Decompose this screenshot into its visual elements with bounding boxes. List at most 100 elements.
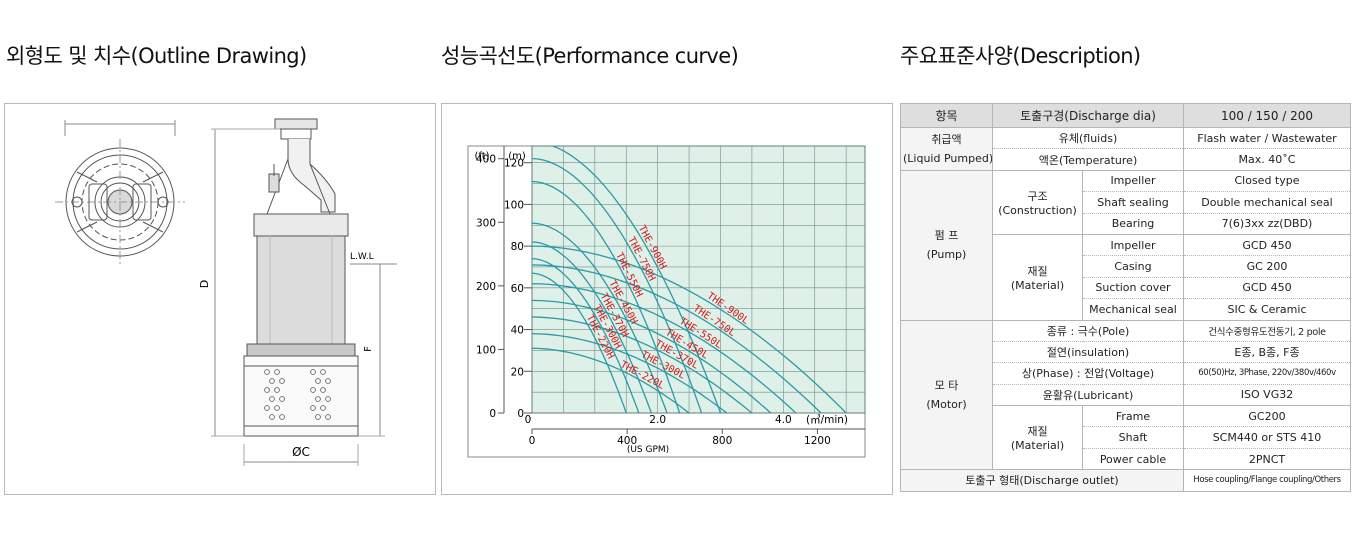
temp-value: Max. 40˚C: [1183, 148, 1351, 171]
strainer-hole: [269, 378, 275, 384]
suction-label: Suction cover: [1082, 276, 1184, 300]
outlet-label: 토출구 형태(Discharge outlet): [900, 469, 1184, 492]
chart-axes: (ft) (m) (㎥/min) (US GPM) 120 100 80 60 40 20…: [474, 146, 865, 455]
y-tick-ft: 0: [489, 408, 496, 420]
motor-type-value: 건식수중형유도전동기, 2 pole: [1183, 319, 1351, 342]
pump-group: 펌 프 (Pump): [900, 169, 993, 321]
bearing-value: 7(6)3xx zz(DBD): [1183, 212, 1351, 235]
motor-type-label: 종류 : 극수(Pole): [992, 319, 1184, 342]
table-row: 절연(insulation) E종, B종, F종: [901, 340, 1351, 364]
table-header-row: 항목 토출구경(Discharge dia) 100 / 150 / 200: [900, 103, 1351, 128]
y-tick-m: 80: [511, 241, 524, 253]
strainer-hole: [274, 369, 280, 375]
strainer-hole: [279, 378, 285, 384]
curve-the-900h: [550, 146, 722, 413]
x-tick-gpm: 1200: [804, 435, 831, 447]
cable-value: 2PNCT: [1183, 447, 1351, 471]
frame-label: Frame: [1082, 405, 1184, 428]
y-tick-m: 60: [511, 283, 524, 295]
m-impeller-label: Impeller: [1082, 233, 1184, 257]
curve-the-220l: [532, 347, 691, 413]
outline-drawing: D L.W.L F ØC: [55, 118, 397, 466]
table-row: 재질 (Material) Frame GC200: [901, 405, 1351, 471]
m-impeller-value: GCD 450: [1183, 233, 1351, 257]
x-tick-gpm: 400: [617, 435, 637, 447]
x-unit-gpm: (US GPM): [627, 445, 669, 455]
performance-heading: 성능곡선도(Performance curve): [441, 44, 739, 68]
table-row: 재질 (Material) Impeller GCD 450: [901, 233, 1351, 321]
y-tick-m: 120: [504, 158, 524, 170]
strainer-hole: [269, 414, 275, 420]
strainer-hole: [325, 414, 331, 420]
x-tick-flow: 0: [525, 414, 532, 426]
header-item: 항목: [900, 103, 993, 128]
y-unit-ft: (ft): [474, 151, 489, 162]
suction-value: GCD 450: [1183, 276, 1351, 300]
height-d-label: D: [198, 280, 211, 288]
lubricant-label: 윤활유(Lubricant): [992, 383, 1184, 407]
outlet-value: Hose coupling/Flange coupling/Others: [1183, 469, 1351, 492]
strainer-hole: [310, 405, 316, 411]
impeller-label: Impeller: [1082, 169, 1184, 193]
performance-chart: THE-900HTHE-750HTHE-550HTHE-450HTHE-370H…: [467, 145, 866, 458]
table-row: 취급액 (Liquid Pumped) 유체(fluids) Flash wate…: [900, 126, 1351, 171]
shaft-seal-value: Double mechanical seal: [1183, 191, 1351, 214]
table-row: 펌 프 (Pump) 구조 (Construction) Impeller Clos…: [900, 169, 1351, 321]
table-row: Bearing 7(6)3xx zz(DBD): [901, 212, 1351, 235]
strainer-hole: [315, 396, 321, 402]
strainer-hole: [274, 387, 280, 393]
chart-curves: [532, 146, 848, 413]
performance-curve-panel: THE-900H THE-750H THE-550H THE-450H THE-370H…: [441, 103, 893, 495]
strainer-hole: [269, 396, 275, 402]
description-heading: 주요표준사양(Description): [900, 44, 1141, 68]
temp-label: 액온(Temperature): [992, 148, 1184, 171]
x-unit-flow: (㎥/min): [806, 413, 848, 426]
strainer-holes: [264, 369, 331, 420]
y-tick-ft: 400: [476, 154, 496, 166]
impeller-value: Closed type: [1183, 169, 1351, 193]
table-row: 액온(Temperature) Max. 40˚C: [901, 148, 1351, 171]
casing-value: GC 200: [1183, 255, 1351, 278]
y-tick-m: 100: [504, 199, 524, 211]
cable-label: Power cable: [1082, 447, 1184, 471]
strainer-hole: [320, 369, 326, 375]
table-row: 모 타 (Motor) 종류 : 극수(Pole) 건식수중형유도전동기, 2 p…: [900, 319, 1351, 471]
lwl-label: L.W.L: [350, 252, 374, 262]
strainer-hole: [320, 405, 326, 411]
strainer-hole: [264, 405, 270, 411]
diameter-c-label: ØC: [292, 445, 310, 459]
side-view: [211, 118, 397, 466]
curve-the-450h: [532, 222, 668, 413]
outline-drawing-panel: D L.W.L F ØC: [4, 103, 436, 495]
curve-the-300l: [532, 333, 728, 413]
curve-the-450l: [532, 299, 772, 413]
strainer-hole: [310, 387, 316, 393]
motor-material-group: 재질 (Material): [992, 405, 1083, 471]
x-tick-gpm: 800: [712, 435, 732, 447]
shaft-label: Shaft: [1082, 426, 1184, 449]
curve-the-900l: [532, 245, 848, 413]
frame-value: GC200: [1183, 405, 1351, 428]
curve-the-750l: [532, 264, 822, 413]
strainer-hole: [325, 378, 331, 384]
pump-material-group: 재질 (Material): [992, 233, 1083, 321]
curve-the-300h: [532, 257, 640, 413]
x-tick-gpm: 0: [529, 435, 536, 447]
header-sizes: 100 / 150 / 200: [1183, 103, 1351, 128]
table-row: Mechanical seal SIC & Ceramic: [901, 298, 1351, 321]
y-unit-m: (m): [508, 151, 526, 162]
fluids-value: Flash water / Wastewater: [1183, 126, 1351, 150]
strainer-hole: [315, 378, 321, 384]
strainer-hole: [310, 369, 316, 375]
mech-seal-value: SIC & Ceramic: [1183, 298, 1351, 321]
lubricant-value: ISO VG32: [1183, 383, 1351, 407]
liquid-group: 취급액 (Liquid Pumped): [900, 127, 993, 171]
y-tick-ft: 200: [476, 281, 496, 293]
fluids-label: 유체(fluids): [992, 126, 1184, 150]
strainer-hole: [325, 396, 331, 402]
y-tick-ft: 100: [476, 344, 496, 356]
table-row: Power cable 2PNCT: [901, 447, 1351, 471]
shaft-seal-label: Shaft sealing: [1082, 191, 1184, 214]
strainer-hole: [320, 387, 326, 393]
phase-value: 60(50)Hz, 3Phase, 220v/380v/460v: [1183, 362, 1351, 385]
